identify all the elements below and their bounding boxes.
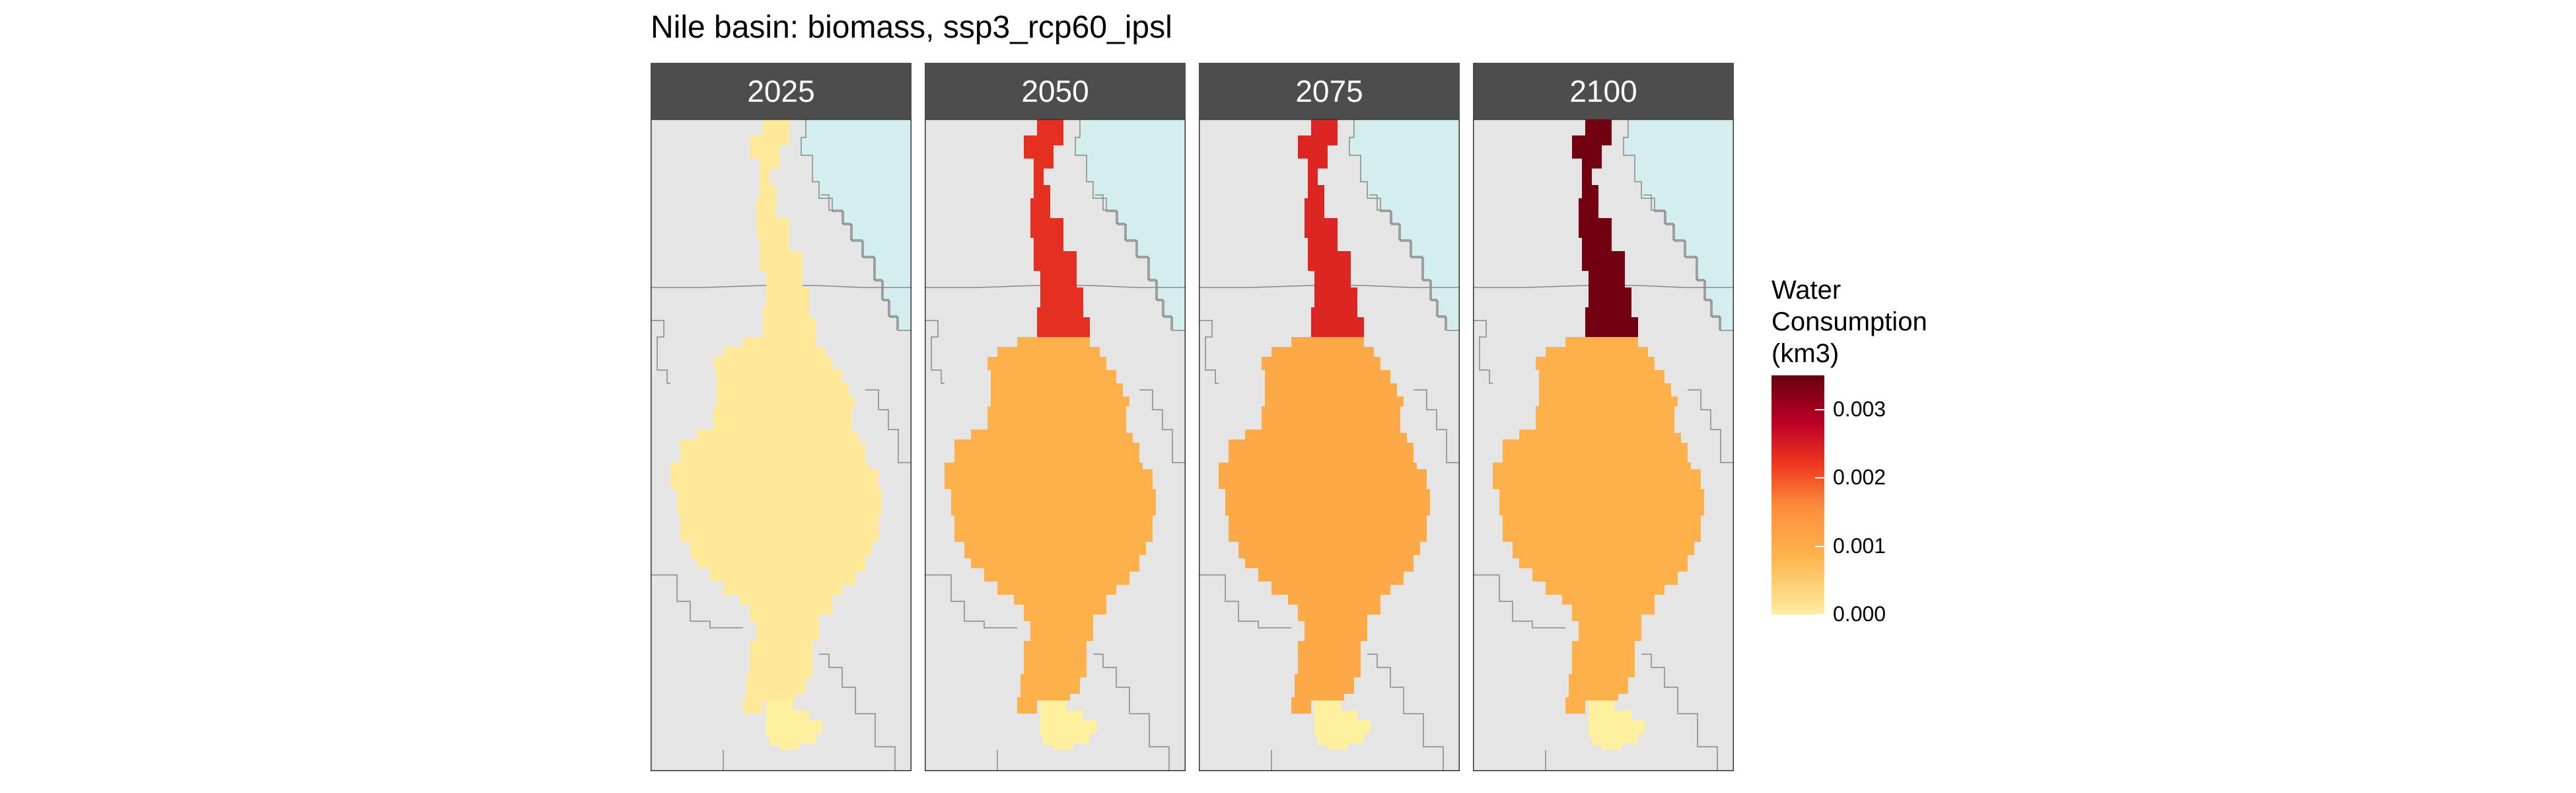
country-border [1093,654,1170,771]
country-border [925,574,1017,628]
country-border [651,574,743,628]
facet-strip-2050: 2050 [925,63,1186,119]
legend-tick-mark [1815,545,1824,547]
country-border [819,654,896,771]
basin-region-south [1219,337,1430,714]
panel-frame [1199,119,1460,771]
country-border [1199,574,1291,628]
country-border [1473,320,1493,384]
basin-region-south [1493,337,1704,714]
facet-strip-2100: 2100 [1473,63,1734,119]
legend-tick-label: 0.001 [1833,533,1886,558]
panel-frame [925,119,1186,771]
legend-title-line: (km3) [1771,339,1840,368]
facet-strip-2025: 2025 [651,63,912,119]
basin-map-2100 [1473,119,1734,771]
facet-strip-2075: 2075 [1199,63,1460,119]
legend-tick-label: 0.002 [1833,465,1886,490]
coastline [1369,194,1446,330]
coastline [821,194,898,330]
country-border [1139,389,1186,463]
legend-title-line: Consumption [1771,307,1927,336]
legend-tick-label: 0.003 [1833,397,1886,421]
lake-region [766,700,822,750]
facet-panel-2050: 2050 [925,63,1186,771]
coastline [1643,194,1720,330]
basin-region-north [1572,119,1638,337]
red-sea-water [1623,119,1734,331]
red-sea-water [1075,119,1186,331]
country-border [1413,389,1460,463]
plot-title: Nile basin: biomass, ssp3_rcp60_ipsl [651,10,1172,45]
basin-map-2050 [925,119,1186,771]
legend-tick-mark [1815,408,1824,410]
legend-colorbar [1771,375,1824,615]
basin-map-2075 [1199,119,1460,771]
country-border [1688,389,1734,463]
country-border [651,320,670,384]
basin-map-2025 [651,119,912,771]
facet-panel-2100: 2100 [1473,63,1734,771]
country-border [865,389,912,463]
legend-tick-mark [1815,614,1824,615]
country-border [1199,320,1219,384]
panel-frame [651,119,912,771]
lake-region [1314,700,1371,750]
country-border [1641,654,1718,771]
red-sea-water [1349,119,1460,331]
legend-title: Water Consumption (km3) [1771,274,1927,369]
facet-panel-2025: 2025 [651,63,912,771]
country-border [925,320,945,384]
legend-tick-mark [1815,477,1824,479]
lake-region [1589,700,1645,750]
country-border [1473,574,1565,628]
legend-tick-label: 0.000 [1833,602,1886,626]
basin-region-north [750,119,816,337]
basin-region-north [1298,119,1364,337]
panel-frame [1473,119,1734,771]
basin-region-north [1024,119,1090,337]
country-border [1367,654,1444,771]
legend-title-line: Water [1771,276,1842,305]
basin-region-south [945,337,1156,714]
basin-region-south [670,337,882,714]
lake-region [1040,700,1096,750]
coastline [1095,194,1172,330]
facet-panel-2075: 2075 [1199,63,1460,771]
red-sea-water [801,119,912,331]
